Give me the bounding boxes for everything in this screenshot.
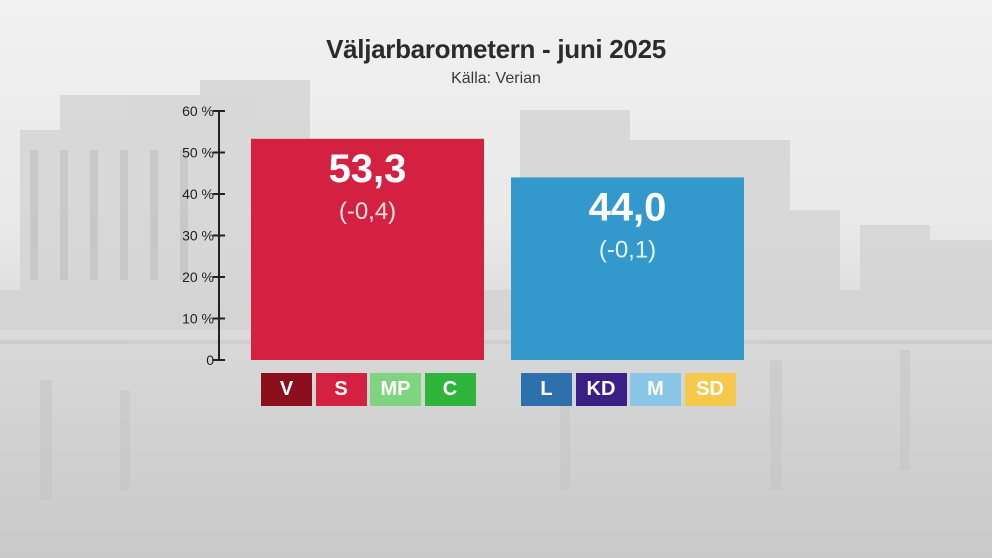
y-tick-label: 40 % [182, 186, 214, 202]
party-badge-kd: KD [575, 373, 627, 406]
party-badge-m: M [630, 373, 681, 406]
y-tick-label: 0 [206, 352, 214, 368]
party-badge-v: V [261, 373, 312, 406]
y-tick-label: 10 % [182, 311, 214, 327]
bar-value-label: 53,3 [329, 147, 407, 191]
y-tick-label: 50 % [182, 145, 214, 161]
bar-change-label: (-0,1) [599, 236, 656, 263]
chart-title: Väljarbarometern - juni 2025 [326, 34, 666, 64]
y-tick-label: 60 % [182, 103, 214, 119]
party-badge-s: S [315, 373, 367, 406]
bar [511, 177, 744, 360]
y-tick-label: 30 % [182, 228, 214, 244]
party-badge-c: C [424, 373, 476, 406]
chart-subtitle: Källa: Verian [451, 70, 541, 87]
bar-value-label: 44,0 [589, 185, 667, 229]
party-badge-mp: MP [370, 373, 421, 406]
party-badge-sd: SD [684, 373, 736, 406]
party-badge-l: L [521, 373, 572, 406]
y-tick-label: 20 % [182, 269, 214, 285]
bar [251, 138, 484, 360]
bar-change-label: (-0,4) [339, 198, 396, 225]
